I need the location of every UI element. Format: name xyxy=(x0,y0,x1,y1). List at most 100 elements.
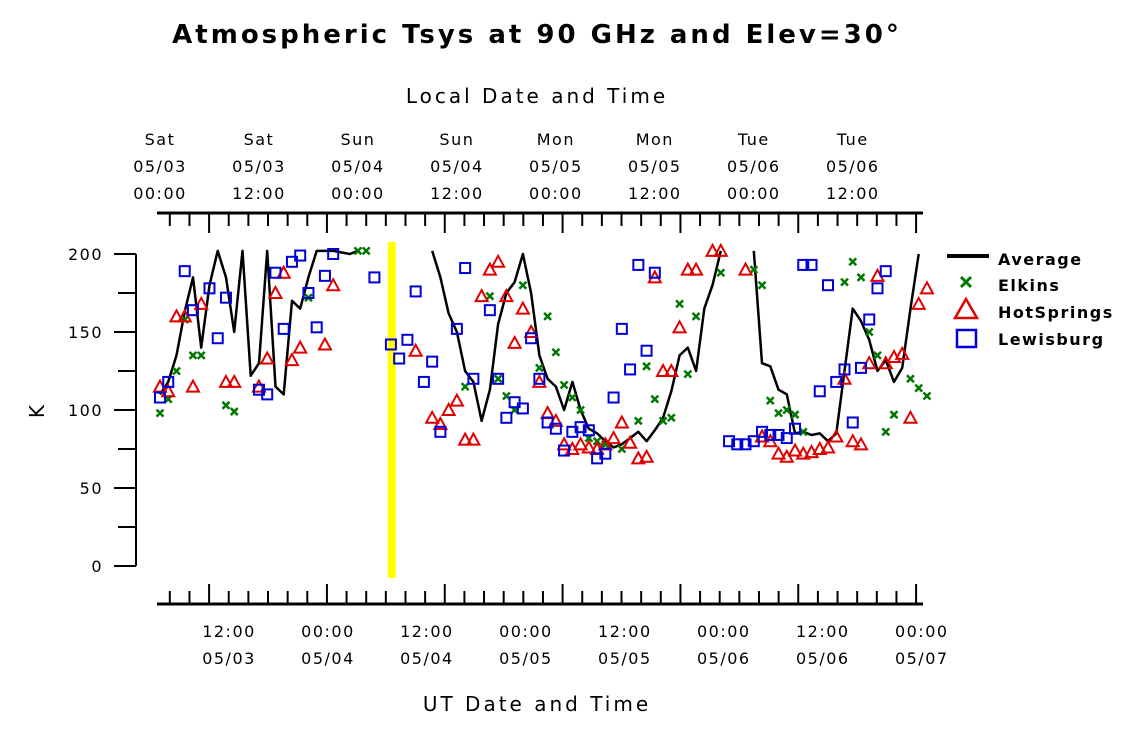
bottom-tick-time: 00:00 xyxy=(499,622,553,641)
elkins-point xyxy=(559,380,569,390)
hotsprings-point xyxy=(787,442,803,457)
hotsprings-point xyxy=(581,439,597,454)
top-tick-label: Sat 05/03 00:00 xyxy=(133,130,187,203)
elkins-point xyxy=(642,361,651,371)
y-tick-label: 150 xyxy=(68,323,103,342)
legend-hotsprings-label: HotSprings xyxy=(998,303,1114,322)
legend-item-lewisburg: Lewisburg xyxy=(955,328,1105,349)
top-tick-label: Sun 05/04 00:00 xyxy=(331,130,383,203)
hotsprings-point xyxy=(457,431,473,446)
bottom-tick-date: 05/03 xyxy=(202,649,256,668)
top-tick-time: 00:00 xyxy=(529,184,583,203)
hotsprings-point xyxy=(539,405,556,420)
top-tick-day: Tue xyxy=(737,130,770,149)
hotsprings-point xyxy=(482,261,498,276)
hotsprings-point xyxy=(325,277,341,292)
hotsprings-point xyxy=(473,288,490,303)
hotsprings-point xyxy=(168,308,185,323)
hotsprings-point xyxy=(919,280,935,295)
elkins-point xyxy=(229,407,239,416)
elkins-point xyxy=(790,410,800,420)
hotsprings-point xyxy=(259,350,275,365)
top-tick-time: 12:00 xyxy=(826,184,880,203)
hotsprings-point xyxy=(515,300,531,315)
elkins-point xyxy=(666,413,676,423)
average-line xyxy=(158,249,359,396)
elkins-point xyxy=(683,369,693,379)
elkins-point xyxy=(188,351,198,360)
elkins-point xyxy=(881,427,891,437)
top-tick-label: Mon 05/05 12:00 xyxy=(628,130,680,203)
bottom-tick-time: 12:00 xyxy=(796,622,850,641)
bottom-tick-date: 05/06 xyxy=(697,649,751,668)
lewisburg-point xyxy=(211,332,224,345)
hotsprings-point xyxy=(218,373,234,388)
hotsprings-point xyxy=(853,436,869,451)
hotsprings-point xyxy=(812,440,828,455)
elkins-point xyxy=(518,280,528,290)
hotsprings-point xyxy=(292,339,308,354)
hotsprings-point xyxy=(506,334,523,349)
top-tick-label: Mon 05/05 00:00 xyxy=(529,130,583,203)
elkins-point xyxy=(633,416,643,426)
elkins-point xyxy=(485,291,495,301)
average-line xyxy=(752,250,920,443)
bottom-tick-date: 05/04 xyxy=(301,649,355,668)
lewisburg-point xyxy=(582,424,595,437)
chart-title: Atmospheric Tsys at 90 GHz and Elev=30° xyxy=(172,20,902,50)
bottom-tick-date: 05/04 xyxy=(400,649,454,668)
y-tick-label: 0 xyxy=(91,557,103,576)
bottom-tick-time: 12:00 xyxy=(598,622,652,641)
lewisburg-point xyxy=(327,248,340,260)
lewisburg-point xyxy=(640,344,653,357)
lewisburg-point xyxy=(879,265,892,278)
bottom-tick-time: 12:00 xyxy=(400,622,454,641)
lewisburg-point xyxy=(178,265,191,278)
lewisburg-point xyxy=(154,391,166,404)
hotsprings-point xyxy=(490,253,506,268)
top-tick-label: Sat 05/03 12:00 xyxy=(232,130,286,203)
top-tick-date: 05/04 xyxy=(430,157,484,176)
lewisburg-point xyxy=(846,416,859,429)
y-tick-label: 50 xyxy=(80,479,103,498)
legend-lewisburg-swatch xyxy=(955,328,978,349)
elkins-point xyxy=(353,246,363,256)
top-tick-date: 05/03 xyxy=(232,157,286,176)
hotsprings-point xyxy=(638,448,655,463)
hotsprings-point xyxy=(185,378,201,393)
lewisburg-point xyxy=(459,262,472,275)
lewisburg-point xyxy=(805,258,818,271)
elkins-point xyxy=(782,405,792,415)
lewisburg-point xyxy=(310,321,323,334)
lewisburg-point xyxy=(508,396,521,409)
elkins-point xyxy=(691,312,701,321)
hotsprings-point xyxy=(902,409,919,424)
elkins-point xyxy=(543,312,552,321)
bottom-tick-time: 00:00 xyxy=(895,622,949,641)
elkins-point xyxy=(196,351,206,360)
hotsprings-point xyxy=(284,351,300,367)
elkins-point xyxy=(650,394,660,404)
lewisburg-point xyxy=(813,385,826,398)
hotsprings-point xyxy=(449,392,465,407)
top-tick-date: 05/03 xyxy=(133,157,187,176)
top-tick-day: Sat xyxy=(145,130,176,149)
elkins-point xyxy=(848,257,858,267)
bottom-tick-date: 05/07 xyxy=(895,649,949,668)
lewisburg-point xyxy=(516,402,529,415)
hotsprings-point xyxy=(614,414,630,429)
legend-average-label: Average xyxy=(998,250,1083,269)
bottom-tick-date: 05/05 xyxy=(499,649,553,668)
average-line xyxy=(431,250,723,449)
lewisburg-point xyxy=(574,421,587,434)
lewisburg-point xyxy=(434,425,447,438)
bottom-tick-label: 00:00 05/04 xyxy=(301,622,355,668)
legend-elkins-label: Elkins xyxy=(998,276,1060,295)
hotsprings-point xyxy=(572,436,589,451)
bottom-tick-label: 12:00 05/04 xyxy=(400,622,454,668)
lewisburg-point xyxy=(549,422,562,435)
hotsprings-point xyxy=(655,362,671,377)
legend-lewisburg-label: Lewisburg xyxy=(998,330,1105,349)
lewisburg-point xyxy=(764,428,777,441)
